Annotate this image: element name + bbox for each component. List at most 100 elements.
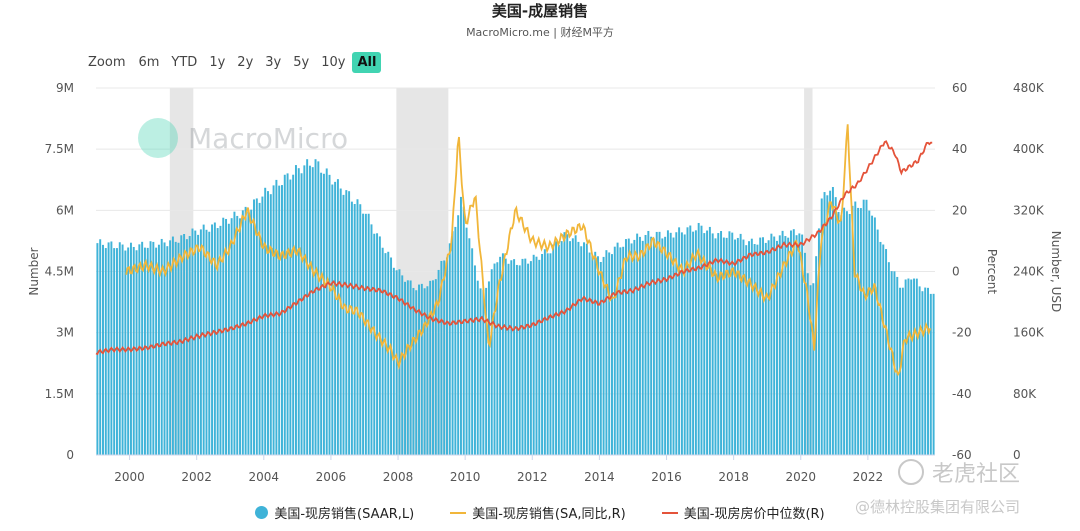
sales-bar xyxy=(742,239,745,455)
x-tick-label: 2010 xyxy=(450,470,481,484)
zoom-all-button[interactable]: All xyxy=(352,52,382,73)
sales-bar xyxy=(485,287,488,455)
y-right2-tick-label: 480K xyxy=(1013,81,1045,95)
y-left-tick-label: 0 xyxy=(66,448,74,462)
sales-bar xyxy=(826,195,829,455)
y-left-tick-label: 7.5M xyxy=(45,142,74,156)
sales-bar xyxy=(146,247,149,455)
sales-bar xyxy=(115,248,118,455)
sales-bar xyxy=(418,284,420,455)
y-right2-tick-label: 400K xyxy=(1013,142,1045,156)
x-tick-label: 2000 xyxy=(114,470,145,484)
sales-bar xyxy=(798,233,801,455)
legend-item-sales[interactable]: 美国-现房销售(SAAR,L) xyxy=(255,503,414,522)
sales-bar xyxy=(706,230,709,455)
sales-bar xyxy=(527,263,530,455)
sales-bar xyxy=(286,173,289,455)
sales-bar xyxy=(638,236,641,455)
sales-bar xyxy=(630,243,633,455)
sales-bar xyxy=(132,246,135,455)
sales-bar xyxy=(317,161,320,455)
sales-bar xyxy=(155,247,158,455)
sales-bar xyxy=(465,227,468,455)
sales-bar xyxy=(672,237,675,455)
sales-bar xyxy=(736,237,739,455)
sales-bar xyxy=(535,256,538,455)
x-tick-label: 2020 xyxy=(785,470,816,484)
zoom-10y-button[interactable]: 10y xyxy=(321,55,346,70)
sales-bar xyxy=(241,210,244,455)
chart-title: 美国-成屋销售 xyxy=(491,2,589,20)
sales-bar xyxy=(529,261,532,455)
zoom-5y-button[interactable]: 5y xyxy=(293,55,310,70)
sales-bar xyxy=(622,246,625,455)
sales-bar xyxy=(199,229,202,455)
zoom-1y-button[interactable]: 1y xyxy=(209,55,226,70)
sales-bar xyxy=(871,215,874,455)
sales-bar xyxy=(734,239,737,455)
sales-bar xyxy=(129,242,132,455)
sales-bar xyxy=(887,262,890,455)
sales-bar xyxy=(591,255,594,455)
zoom-ytd-button[interactable]: YTD xyxy=(171,55,198,70)
credit-line1: 老虎社区 xyxy=(932,462,1021,487)
zoom-label: Zoom xyxy=(88,55,126,70)
sales-bar xyxy=(496,262,499,455)
sales-bar xyxy=(773,236,776,455)
macromicro-logo-icon xyxy=(138,118,178,158)
legend: 美国-现房销售(SAAR,L) 美国-现房销售(SA,同比,R) 美国-现房房价… xyxy=(0,503,1080,522)
sales-bar xyxy=(764,242,767,455)
sales-bar xyxy=(169,240,172,455)
x-tick-label: 2002 xyxy=(181,470,212,484)
legend-sales-label: 美国-现房销售(SAAR,L) xyxy=(274,507,415,522)
sales-bar xyxy=(588,252,591,455)
sales-bar xyxy=(239,218,242,455)
sales-bar xyxy=(541,254,544,455)
legend-item-yoy[interactable]: 美国-现房销售(SA,同比,R) xyxy=(450,503,626,522)
sales-bar xyxy=(275,179,278,456)
legend-item-price[interactable]: 美国-现房房价中位数(R) xyxy=(661,503,825,522)
sales-bar xyxy=(359,204,362,455)
sales-bar xyxy=(770,233,773,455)
legend-price-label: 美国-现房房价中位数(R) xyxy=(683,507,825,522)
sales-bar xyxy=(840,215,843,455)
x-tick-label: 2022 xyxy=(853,470,884,484)
sales-bar xyxy=(381,247,384,455)
sales-bar xyxy=(183,234,186,455)
sales-bar xyxy=(745,245,748,455)
sales-bar xyxy=(815,256,818,455)
sales-bar xyxy=(694,230,697,455)
y-left-axis-title: Number xyxy=(27,247,41,295)
sales-bar xyxy=(599,262,602,455)
sales-bar xyxy=(487,281,490,455)
sales-bar xyxy=(188,236,191,455)
sales-bar xyxy=(462,206,465,455)
sales-bar xyxy=(211,224,214,455)
sales-bar xyxy=(267,191,269,456)
x-tick-label: 2016 xyxy=(651,470,682,484)
zoom-6m-button[interactable]: 6m xyxy=(138,55,160,70)
sales-bar xyxy=(300,173,303,456)
zoom-2y-button[interactable]: 2y xyxy=(237,55,254,70)
sales-bar xyxy=(555,241,558,455)
sales-bar xyxy=(311,167,314,455)
sales-bar xyxy=(376,233,379,455)
sales-bar xyxy=(675,232,678,455)
legend-sales-dot-icon xyxy=(255,506,269,519)
sales-bar xyxy=(803,252,806,455)
zoom-3y-button[interactable]: 3y xyxy=(265,55,282,70)
sales-bar xyxy=(272,185,275,456)
sales-bar xyxy=(571,238,574,455)
sales-bar xyxy=(143,247,146,455)
sales-bar xyxy=(180,235,183,455)
sales-bar xyxy=(801,234,804,455)
sales-bar xyxy=(932,293,935,455)
sales-bar xyxy=(820,198,823,455)
sales-bar xyxy=(247,212,250,455)
sales-bar xyxy=(353,204,356,455)
y-right1-tick-label: -60 xyxy=(952,448,972,462)
sales-bar xyxy=(859,208,862,455)
sales-bar xyxy=(213,222,216,455)
sales-bar xyxy=(233,211,236,455)
sales-bar xyxy=(689,225,692,455)
